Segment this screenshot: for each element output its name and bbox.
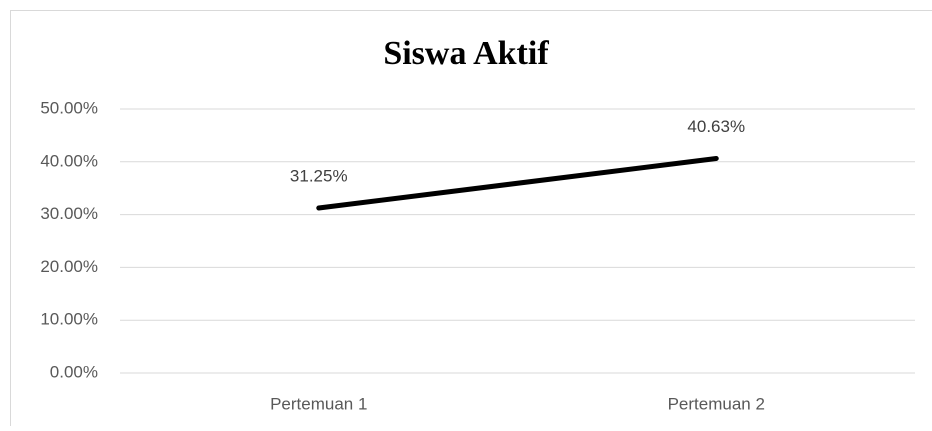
y-tick-label: 30.00%: [40, 204, 98, 223]
chart-title: Siswa Aktif: [383, 35, 549, 72]
y-tick-label: 10.00%: [40, 310, 98, 329]
x-tick-label: Pertemuan 1: [270, 394, 367, 413]
data-label: 31.25%: [290, 166, 348, 185]
y-tick-label: 50.00%: [40, 98, 98, 117]
y-tick-label: 20.00%: [40, 257, 98, 276]
y-tick-label: 40.00%: [40, 151, 98, 170]
data-label: 40.63%: [687, 117, 745, 136]
chart-border: [11, 11, 932, 427]
line-series: [319, 158, 717, 208]
y-tick-label: 0.00%: [50, 362, 98, 381]
x-tick-label: Pertemuan 2: [668, 394, 765, 413]
